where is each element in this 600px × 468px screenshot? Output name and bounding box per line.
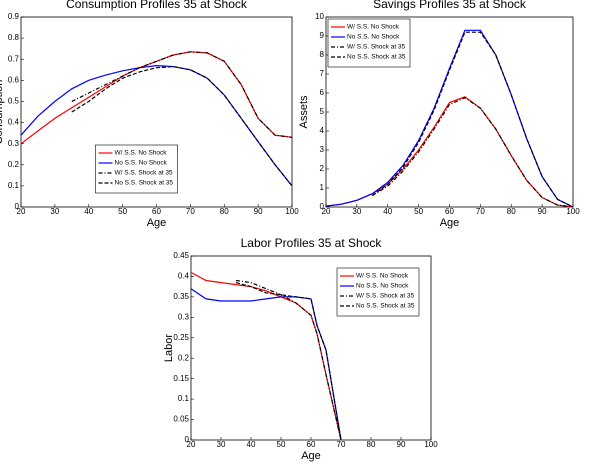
x-tick-label: 60 [152,207,161,216]
x-tick-label: 80 [507,207,516,216]
y-tick-label: 0.05 [173,415,189,424]
x-tick-label: 100 [566,207,580,216]
x-tick-label: 100 [424,440,438,449]
legend-label: No S.S. No Shock [356,283,409,290]
chart-title: Savings Profiles 35 at Shock [373,0,527,11]
y-axis-label: Assets [298,95,310,129]
series-line [235,282,342,441]
y-tick-label: 6 [320,88,325,97]
x-tick-label: 50 [118,207,127,216]
x-tick-label: 30 [217,440,226,449]
y-tick-label: 8 [320,50,325,59]
x-tick-label: 80 [220,207,229,216]
series-line [371,97,574,208]
y-tick-label: 0 [15,202,20,211]
y-axis-label: Labor [163,334,175,362]
legend-label: W/ S.S. Shock at 35 [115,170,174,177]
y-tick-label: 1 [320,183,325,192]
y-tick-label: 0 [320,202,325,211]
y-tick-label: 0.1 [178,394,190,403]
x-tick-label: 70 [476,207,485,216]
x-axis-label: Age [147,217,167,229]
chart-title: Labor Profiles 35 at Shock [241,236,383,250]
y-tick-label: 0.3 [178,312,190,321]
y-axis-label: Consumption [0,80,5,145]
y-tick-label: 3 [320,145,325,154]
x-tick-label: 70 [337,440,346,449]
y-tick-label: 0.3 [8,139,20,148]
x-tick-label: 50 [414,207,423,216]
x-axis-label: Age [301,450,321,462]
x-tick-label: 90 [538,207,547,216]
y-tick-label: 4 [320,126,325,135]
legend-label: W/ S.S. Shock at 35 [347,44,406,51]
y-tick-label: 2 [320,164,325,173]
y-tick-label: 0 [185,435,190,444]
legend-label: W/ S.S. Shock at 35 [356,293,415,300]
y-tick-label: 9 [320,31,325,40]
y-tick-label: 0.7 [8,54,20,63]
x-tick-label: 90 [397,440,406,449]
y-tick-label: 0.8 [8,33,20,42]
x-tick-label: 40 [84,207,93,216]
legend-label: W/ S.S. No Shock [115,150,168,157]
x-tick-label: 70 [186,207,195,216]
legend-label: W/ S.S. No Shock [347,24,400,31]
y-tick-label: 5 [320,107,325,116]
legend-label: W/ S.S. No Shock [356,273,409,280]
legend-label: No S.S. Shock at 35 [115,180,174,187]
legend-label: No S.S. No Shock [115,160,168,167]
x-tick-label: 40 [247,440,256,449]
y-tick-label: 7 [320,69,325,78]
y-tick-label: 0.2 [8,160,20,169]
x-tick-label: 90 [254,207,263,216]
legend-label: No S.S. No Shock [347,34,400,41]
x-tick-label: 20 [322,207,331,216]
series-line [371,31,574,208]
x-tick-label: 20 [187,440,196,449]
plot-area [325,16,574,208]
x-tick-label: 30 [50,207,59,216]
y-tick-label: 0.2 [178,353,190,362]
y-tick-label: 0.9 [8,12,20,21]
x-tick-label: 50 [277,440,286,449]
series-line [71,65,293,187]
x-tick-label: 40 [383,207,392,216]
y-tick-label: 0.45 [173,251,189,260]
y-tick-label: 0.6 [8,75,20,84]
x-tick-label: 60 [445,207,454,216]
y-tick-label: 0.35 [173,292,189,301]
x-axis-label: Age [440,217,460,229]
y-tick-label: 10 [315,12,324,21]
chart-title: Consumption Profiles 35 at Shock [66,0,248,11]
legend-label: No S.S. Shock at 35 [347,54,406,61]
y-tick-label: 0.4 [8,118,20,127]
x-tick-label: 60 [307,440,316,449]
legend-label: No S.S. Shock at 35 [356,303,415,310]
y-tick-label: 0.15 [173,374,189,383]
y-tick-label: 0.25 [173,333,189,342]
x-tick-label: 80 [367,440,376,449]
x-tick-label: 30 [352,207,361,216]
y-tick-label: 0.1 [8,181,20,190]
y-tick-label: 0.5 [8,97,20,106]
x-tick-label: 100 [285,207,299,216]
x-tick-label: 20 [17,207,26,216]
series-line [71,51,293,138]
series-line [235,279,342,441]
y-tick-label: 0.4 [178,272,190,281]
